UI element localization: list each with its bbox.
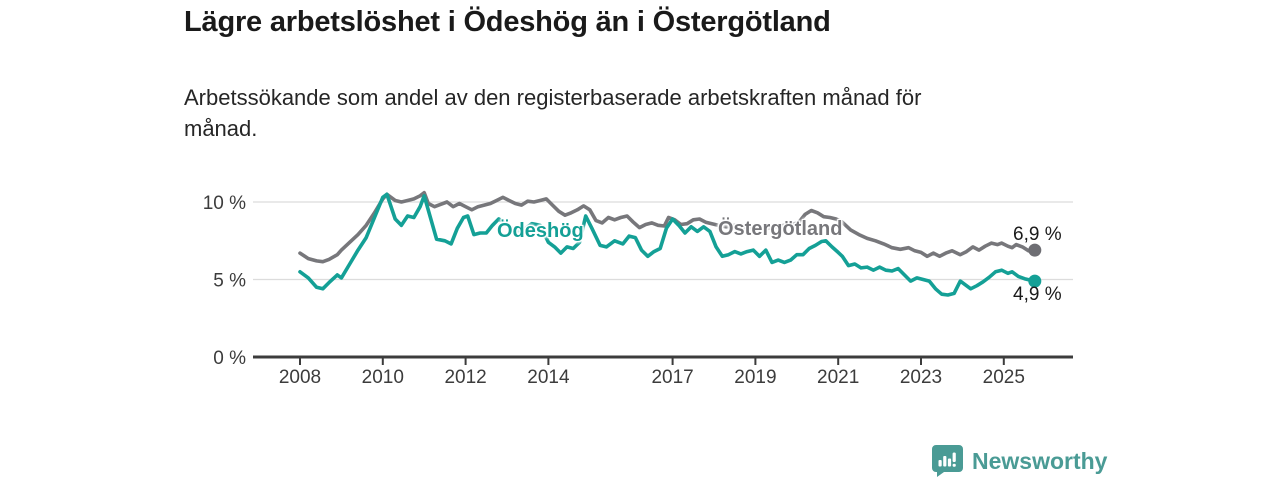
x-tick-label: 2025 — [983, 367, 1025, 388]
end-value-odeshog: 4,9 % — [1013, 284, 1062, 305]
x-tick-label: 2010 — [362, 367, 404, 388]
subtitle-line-2: månad. — [184, 116, 258, 141]
subtitle-line-1: Arbetssökande som andel av den registerb… — [184, 85, 922, 110]
x-tick-label: 2012 — [444, 367, 486, 388]
y-tick-label: 10 % — [203, 193, 246, 214]
x-tick-label: 2017 — [651, 367, 693, 388]
x-tick-label: 2019 — [734, 367, 776, 388]
x-tick-label: 2014 — [527, 367, 570, 388]
x-tick-label: 2021 — [817, 367, 859, 388]
x-tick-label: 2008 — [279, 367, 321, 388]
series-label-ostergotland: Östergötland — [718, 218, 843, 240]
y-tick-label: 0 % — [213, 348, 246, 369]
y-tick-label: 5 % — [213, 271, 246, 292]
series-label-odeshog: Ödeshög — [497, 220, 584, 242]
series-line-odeshog — [298, 192, 1037, 297]
newsworthy-brand: Newsworthy — [932, 445, 1107, 477]
brand-wordmark: Newsworthy — [972, 447, 1108, 474]
newsworthy-logo-icon — [932, 445, 963, 477]
x-tick-label: 2023 — [900, 367, 942, 388]
end-value-ostergotland: 6,9 % — [1013, 224, 1062, 245]
series-line-ostergotland — [298, 190, 1037, 264]
chart-subtitle: Arbetssökande som andel av den registerb… — [184, 82, 921, 144]
page-title: Lägre arbetslöshet i Ödeshög än i Österg… — [184, 6, 831, 38]
